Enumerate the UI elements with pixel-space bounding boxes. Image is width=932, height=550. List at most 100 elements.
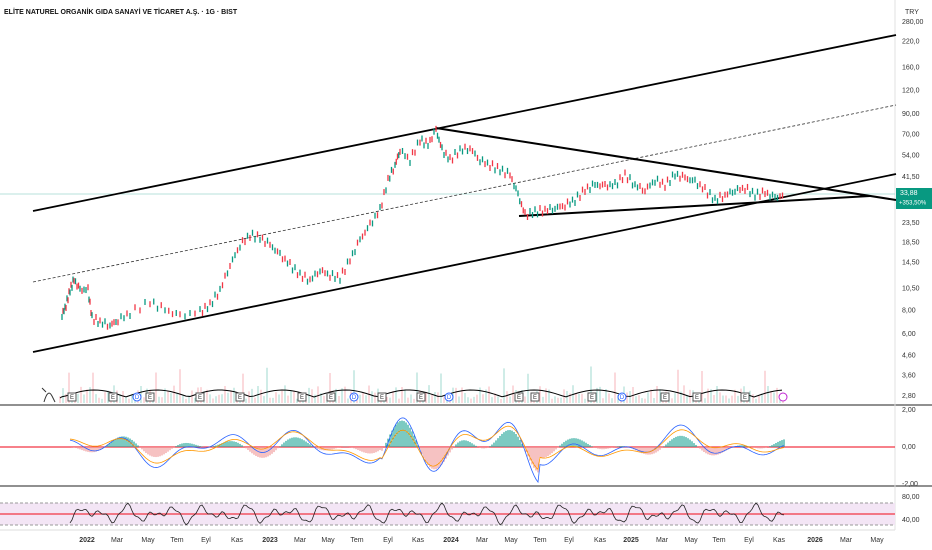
macd-tick-label: 2,00 [902,407,916,414]
rsi-tick-label: 40,00 [902,517,920,524]
time-label: Eyl [564,537,574,544]
event-marker [740,392,750,402]
event-label: E [743,395,747,401]
channel-upper [32,34,897,212]
time-label: Mar [294,537,307,544]
event-marker [416,392,426,402]
event-label: E [198,395,202,401]
price-tick-label: 4,60 [902,353,916,360]
event-label: E [70,395,74,401]
event-label: E [148,395,152,401]
event-marker [587,392,597,402]
macd-tick-label: 0,00 [902,444,916,451]
time-label: 2025 [623,537,639,544]
time-label: Tem [712,537,725,544]
time-label: Eyl [744,537,754,544]
price-tick-label: 14,50 [902,259,920,266]
event-marker [377,392,387,402]
price-tick-label: 90,00 [902,111,920,118]
event-marker [617,392,627,402]
last-price-tag [896,188,932,209]
event-label: E [517,395,521,401]
price-tick-label: 220,0 [902,38,920,45]
event-label: E [663,395,667,401]
macd-line [69,417,785,484]
event-marker [692,392,702,402]
time-label: Mar [656,537,669,544]
price-tick-label: 18,50 [902,240,920,247]
event-label: E [380,395,384,401]
time-label: Mar [476,537,489,544]
event-label: E [533,395,537,401]
triangle-upper [435,127,897,201]
time-label: 2026 [807,537,823,544]
time-label: Kas [412,537,425,544]
event-label: E [111,395,115,401]
price-tick-label: 10,50 [902,285,920,292]
time-label: May [870,537,884,544]
event-marker [145,392,155,402]
time-label: 2024 [443,537,459,544]
symbol-title: ELİTE NATUREL ORGANİK GIDA SANAYİ VE TİC… [4,8,238,16]
price-tick-label: 6,00 [902,331,916,338]
volume [59,366,784,403]
volume-ma [59,389,783,399]
time-label: Tem [170,537,183,544]
event-label: E [419,395,423,401]
time-label: Eyl [383,537,393,544]
rsi-pane [0,502,895,526]
signal-line [69,425,785,471]
dino-icon [41,387,56,403]
currency: TRY [905,9,919,16]
event-marker [444,392,454,402]
event-marker [67,392,77,402]
price-tick-label: 70,00 [902,131,920,138]
time-label: Tem [350,537,363,544]
time-label: 2022 [79,537,95,544]
time-label: Kas [594,537,607,544]
rsi-tick-label: 80,00 [902,494,920,501]
event-label: E [300,395,304,401]
price-tick-label: 54,00 [902,153,920,160]
event-label: E [329,395,333,401]
event-label: E [695,395,699,401]
time-label: May [504,537,518,544]
channel-middle [32,104,897,283]
time-label: Tem [533,537,546,544]
macd-tick-label: -2,00 [902,481,918,488]
price-tick-label: 120,0 [902,88,920,95]
price-tick-label: 2,80 [902,393,916,400]
time-label: Kas [773,537,786,544]
time-label: Eyl [201,537,211,544]
event-marker [514,392,524,402]
triangle-lower [518,195,871,217]
event-label: D [620,395,625,401]
event-marker [132,392,142,402]
time-label: May [321,537,335,544]
price-tick-label: 23,50 [902,220,920,227]
event-marker [297,392,307,402]
event-label: D [352,395,357,401]
event-marker [108,392,118,402]
event-marker [530,392,540,402]
time-label: Mar [111,537,124,544]
alert-icon [778,392,788,402]
macd-pane [0,417,895,484]
event-marker [660,392,670,402]
price-tick-label: 3,60 [902,372,916,379]
price-tick-label: 280,00 [902,19,924,26]
event-label: E [590,395,594,401]
event-marker [326,392,336,402]
time-label: May [141,537,155,544]
price-series [61,125,784,330]
price-tick-label: 160,0 [902,64,920,71]
time-label: Mar [840,537,853,544]
event-marker [349,392,359,402]
last-price: 33,88 [900,190,918,197]
event-label: E [238,395,242,401]
price-tick-label: 41,50 [902,174,920,181]
price-change: +353,50% [899,201,927,207]
